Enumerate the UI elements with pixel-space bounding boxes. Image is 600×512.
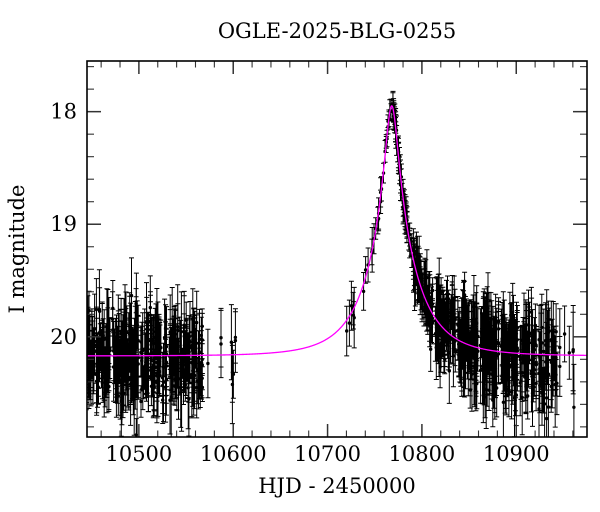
x-tick-label: 10900 — [483, 442, 550, 466]
y-axis-label: I magnitude — [5, 185, 29, 314]
y-tick-label: 20 — [50, 325, 77, 349]
y-tick-label: 19 — [50, 212, 77, 236]
x-tick-label: 10700 — [294, 442, 361, 466]
x-tick-label: 10600 — [200, 442, 267, 466]
axis-tick-labels: 10500 10600 10700 10800 10900 18 19 20 — [50, 100, 549, 466]
model-curve — [87, 104, 587, 357]
plot-frame — [86, 60, 588, 438]
plot-area — [87, 90, 587, 437]
x-tick-label: 10800 — [388, 442, 455, 466]
y-tick-label: 18 — [50, 100, 77, 124]
data-points — [87, 104, 576, 437]
error-bars — [87, 90, 577, 437]
axis-ticks — [87, 61, 587, 437]
chart-title: OGLE-2025-BLG-0255 — [218, 19, 456, 43]
x-tick-label: 10500 — [105, 442, 172, 466]
x-axis-label: HJD - 2450000 — [258, 474, 416, 498]
